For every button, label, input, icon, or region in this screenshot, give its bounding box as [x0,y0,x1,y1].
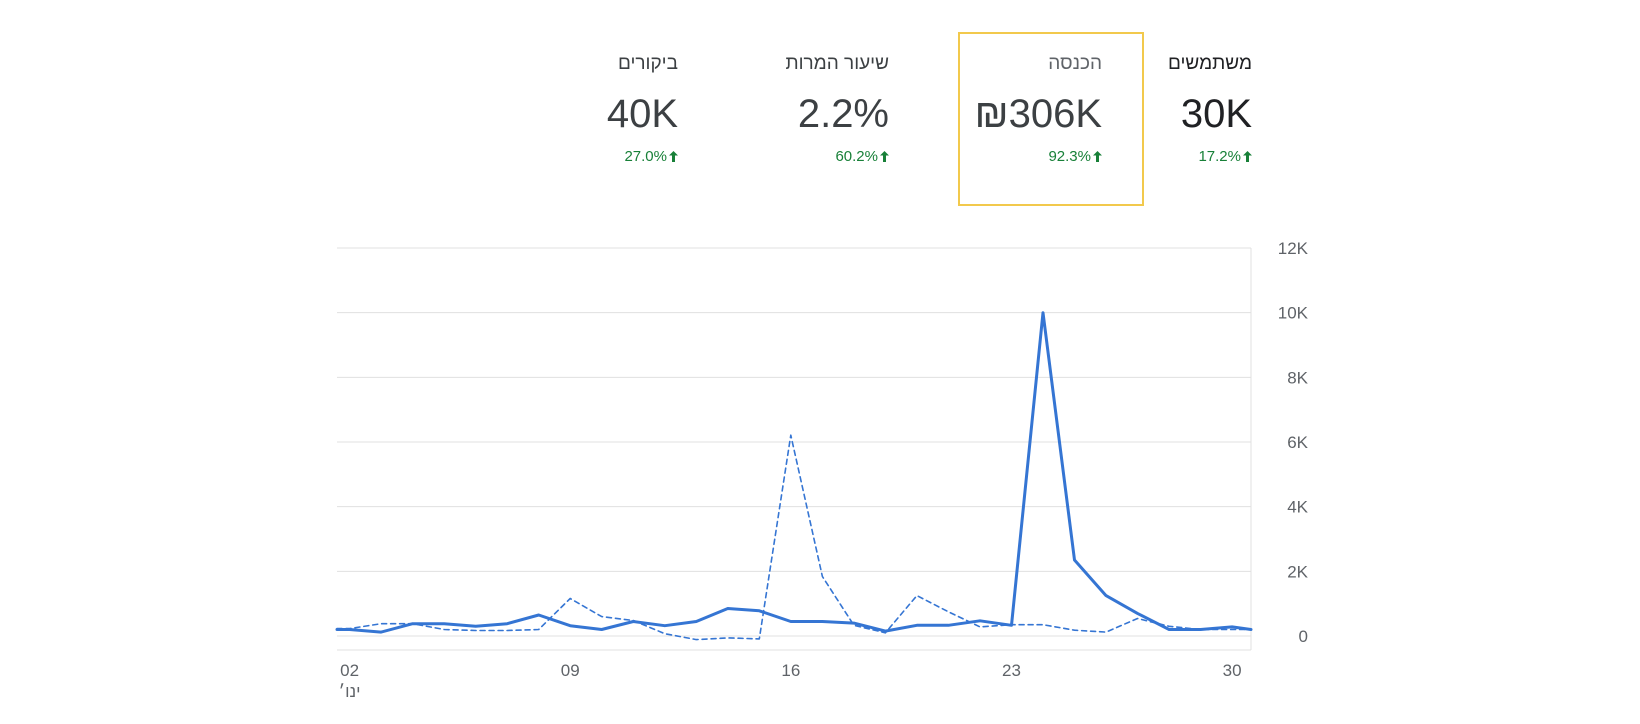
x-tick-label: 16 [781,661,800,680]
x-axis-ticks: 02 09 16 23 30 ינו׳ [339,661,1242,701]
x-tick-label: 09 [561,661,580,680]
x-tick-label: 30 [1223,661,1242,680]
arrow-up-icon [1093,151,1102,162]
x-tick-label: 23 [1002,661,1021,680]
y-tick-label: 12K [1278,239,1309,258]
metric-users-change: 17.2% [1168,148,1252,166]
x-month-label: ינו׳ [339,682,361,701]
metric-users[interactable]: משתמשים 30K 17.2% [1168,52,1252,166]
metric-users-label: משתמשים [1167,53,1252,74]
y-axis-ticks: 12K 10K 8K 6K 4K 2K 0 [1278,239,1309,646]
metric-revenue[interactable]: הכנסה ₪306K 92.3% [975,52,1102,166]
y-tick-label: 8K [1287,368,1308,387]
metric-users-value: 30K [1180,92,1252,136]
metric-conversion-rate-change: 60.2% [785,148,889,166]
arrow-up-icon [880,151,889,162]
y-tick-label: 0 [1299,627,1308,646]
metric-conversion-rate-change-value: 60.2% [835,148,878,165]
y-tick-label: 2K [1287,562,1308,581]
chart-series [335,311,1253,641]
metric-visits-change-value: 27.0% [624,148,667,165]
metric-users-change-value: 17.2% [1198,148,1241,165]
metric-revenue-change: 92.3% [975,148,1102,166]
y-tick-label: 4K [1287,498,1308,517]
metric-visits-change: 27.0% [607,148,678,166]
x-tick-label: 02 [340,661,359,680]
series-line-current-period [335,311,1253,634]
series-line-previous-period [336,434,1252,641]
metric-revenue-label: הכנסה [1048,53,1102,74]
arrow-up-icon [1243,151,1252,162]
grid-lines [337,247,1252,651]
arrow-up-icon [669,151,678,162]
y-tick-label: 10K [1278,304,1309,323]
metric-visits[interactable]: ביקורים 40K 27.0% [607,52,678,166]
y-tick-label: 6K [1287,433,1308,452]
metric-revenue-value: ₪306K [974,92,1102,136]
metric-conversion-rate[interactable]: שיעור המרות 2.2% 60.2% [785,52,889,166]
metric-visits-value: 40K [606,92,678,136]
metric-revenue-change-value: 92.3% [1048,148,1091,165]
metric-conversion-rate-value: 2.2% [797,92,889,136]
metric-visits-label: ביקורים [617,53,678,74]
metric-conversion-rate-label: שיעור המרות [785,53,889,74]
